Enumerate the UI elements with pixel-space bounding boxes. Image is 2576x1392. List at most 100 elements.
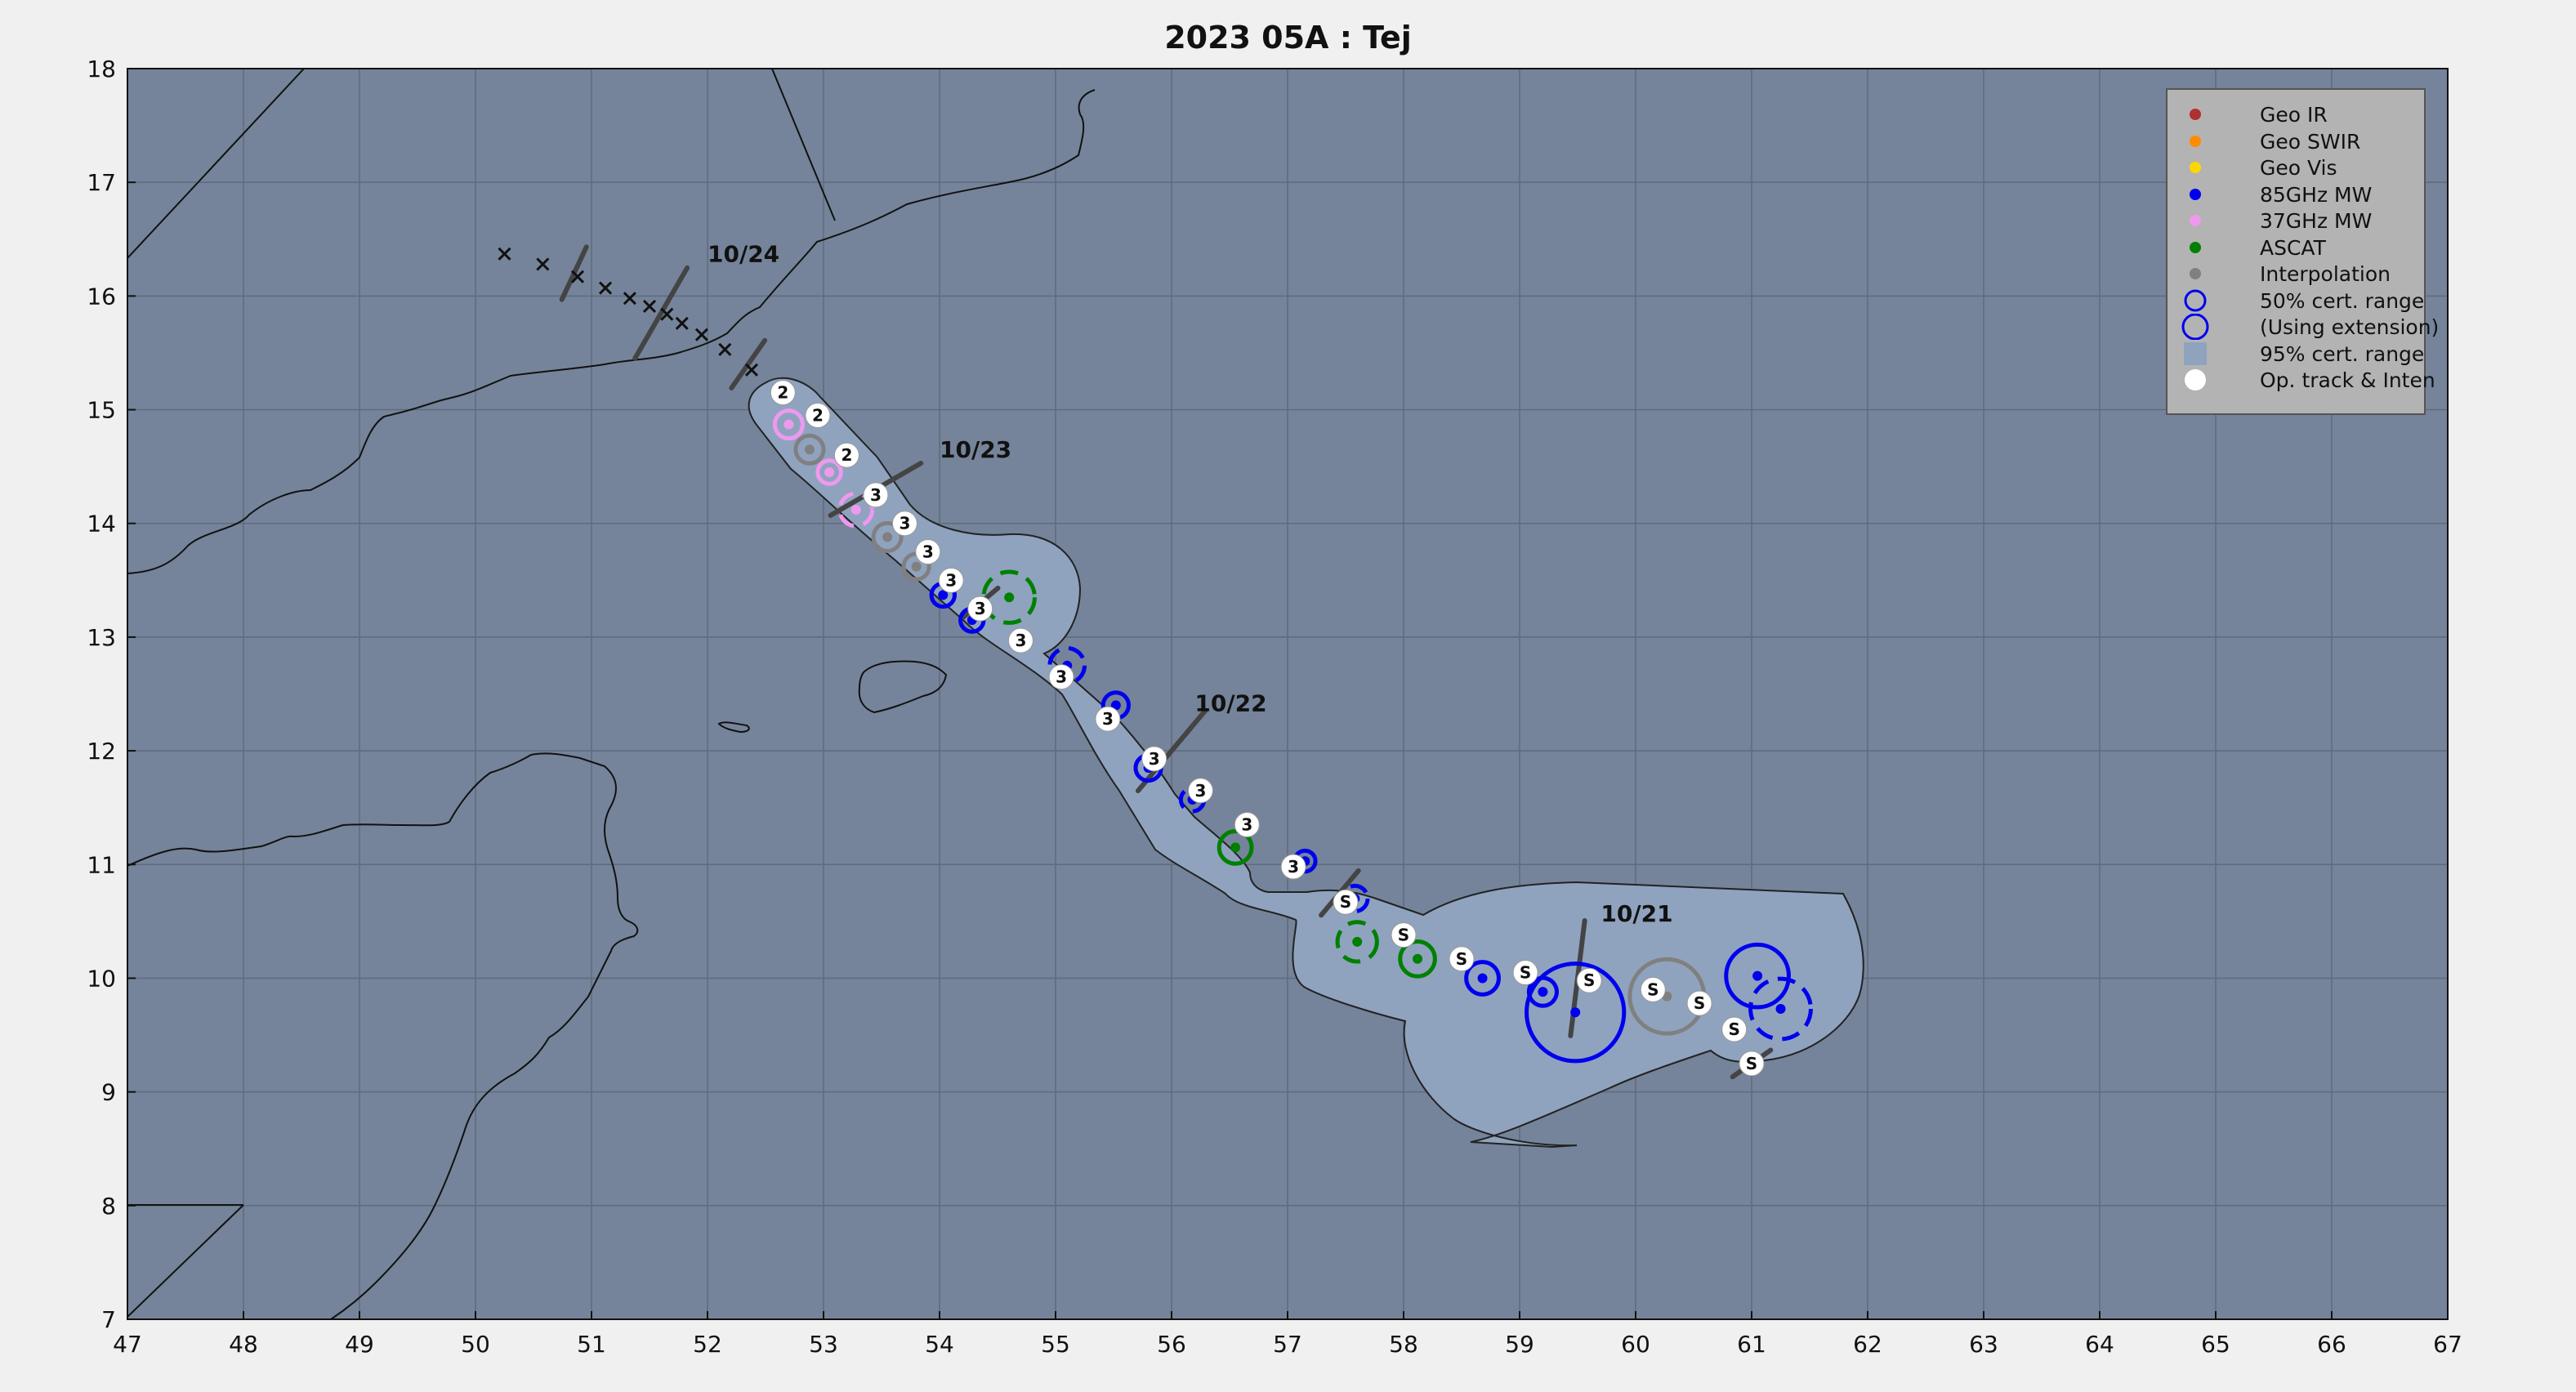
x-tick-label: 65 [2201,1331,2230,1358]
legend-symbol [2190,135,2201,147]
fix-marker [772,408,805,441]
op-track-intensity: 3 [1288,857,1299,877]
date-label: 10/24 [708,241,779,268]
op-track-intensity: S [1728,1019,1739,1039]
best-track-x-mark [598,281,613,295]
legend-item: Geo Vis [2168,154,2427,181]
x-tick-label: 58 [1389,1331,1418,1358]
date-label: 10/23 [940,436,1011,463]
legend-item: Interpolation [2168,261,2427,287]
y-tick-label: 18 [87,56,116,83]
x-axis-ticks: 47 48 49 50 51 52 53 54 55 56 57 58 59 60 61 62 63 64 65 66… [113,1311,2462,1358]
op-track-intensity: 3 [870,485,882,505]
op-track-point: 3 [1141,746,1167,772]
legend-symbol [2184,341,2207,365]
best-track-x-mark [642,299,657,313]
coastline [127,69,1096,1319]
legend-label: 50% cert. range [2260,288,2425,313]
legend-item: Geo SWIR [2168,128,2427,154]
op-track-intensity: 3 [975,599,986,618]
op-track-point: 3 [1188,778,1213,804]
op-track-intensity: 2 [812,406,824,426]
op-track-intensity: S [1647,979,1659,999]
date-tick-bar [632,265,690,361]
date-label: 10/21 [1601,900,1672,927]
legend-label: 85GHz MW [2260,182,2373,207]
op-track-point: 3 [1234,812,1260,838]
y-tick-label: 15 [87,397,116,424]
fix-marker [1217,829,1254,866]
legend-item: Geo IR [2168,101,2427,127]
op-track-point: S [1449,946,1475,972]
legend-symbol [2181,314,2209,340]
op-track-intensity: 3 [1015,631,1026,650]
legend-symbol [2190,241,2201,253]
date-tick-bar [729,337,768,390]
legend-item: 85GHz MW [2168,181,2427,207]
legend-label: Geo IR [2260,103,2328,127]
op-track-intensity: S [1456,949,1467,969]
op-track-point: 3 [967,596,993,622]
fix-marker [981,569,1037,625]
legend-symbol [2184,289,2207,311]
fix-marker [1398,939,1437,979]
op-track-point: 3 [915,539,941,565]
op-track-intensity: 3 [1102,709,1114,729]
best-track-x-mark [694,328,708,341]
x-tick-label: 63 [1969,1331,1998,1358]
legend-label: 37GHz MW [2260,209,2373,233]
fix-marker [1525,961,1627,1064]
legend-item: ASCAT [2168,234,2427,261]
y-axis-ticks: 7 8 9 10 11 12 13 14 15 16 17 18 [87,56,136,1333]
x-tick-label: 67 [2433,1331,2462,1358]
legend-symbol [2185,369,2206,390]
op-track-intensity: 2 [841,445,852,465]
best-track-x-mark [536,257,550,271]
op-track-intensity: 3 [1195,781,1207,801]
y-tick-label: 16 [87,283,116,310]
x-tick-label: 47 [113,1331,142,1358]
legend-symbol [2190,162,2201,173]
legend-item: (Using extension) [2168,314,2439,340]
legend-item: Op. track & Inten [2168,367,2435,393]
x-tick-label: 60 [1621,1331,1650,1358]
op-track-intensity: 3 [922,542,934,562]
op-track-point: 3 [1007,627,1034,654]
y-tick-label: 9 [101,1079,116,1106]
op-track-point: S [1721,1016,1748,1042]
legend-label: ASCAT [2260,235,2326,260]
y-tick-label: 10 [87,965,116,992]
legend-symbol [2190,109,2201,120]
fix-marker [1724,942,1791,1010]
chart-title: 2023 05A : Tej [1164,20,1412,56]
legend-symbol [2190,215,2201,226]
best-track-x-mark [623,292,636,306]
op-track-point: S [1391,922,1417,948]
fix-marker [1748,976,1813,1042]
fix-marker [815,458,843,486]
date-labels: 10/24 10/23 10/22 10/21 [708,241,1673,927]
x-tick-label: 56 [1157,1331,1186,1358]
op-track-intensity: 3 [1149,749,1160,769]
legend-item: 95% cert. range [2168,341,2427,367]
op-track-intensity: S [1340,892,1351,912]
op-track-point: 3 [1048,664,1074,690]
x-tick-label: 57 [1273,1331,1302,1358]
best-track-x-mark [744,363,759,377]
op-track-intensity: 3 [1241,815,1252,835]
y-tick-label: 13 [87,624,116,651]
fix-marker [871,520,904,553]
x-tick-label: 59 [1505,1331,1534,1358]
op-track-point: 3 [1280,854,1306,880]
y-tick-label: 17 [87,169,116,196]
op-track-point: S [1576,967,1602,993]
legend-label: 95% cert. range [2260,341,2425,366]
x-tick-label: 53 [809,1331,838,1358]
best-track-marks [498,247,759,377]
op-track-point: S [1640,976,1666,1002]
op-track-point: 2 [833,442,859,468]
y-tick-label: 12 [87,738,116,765]
op-track-intensity: 3 [1056,667,1067,687]
